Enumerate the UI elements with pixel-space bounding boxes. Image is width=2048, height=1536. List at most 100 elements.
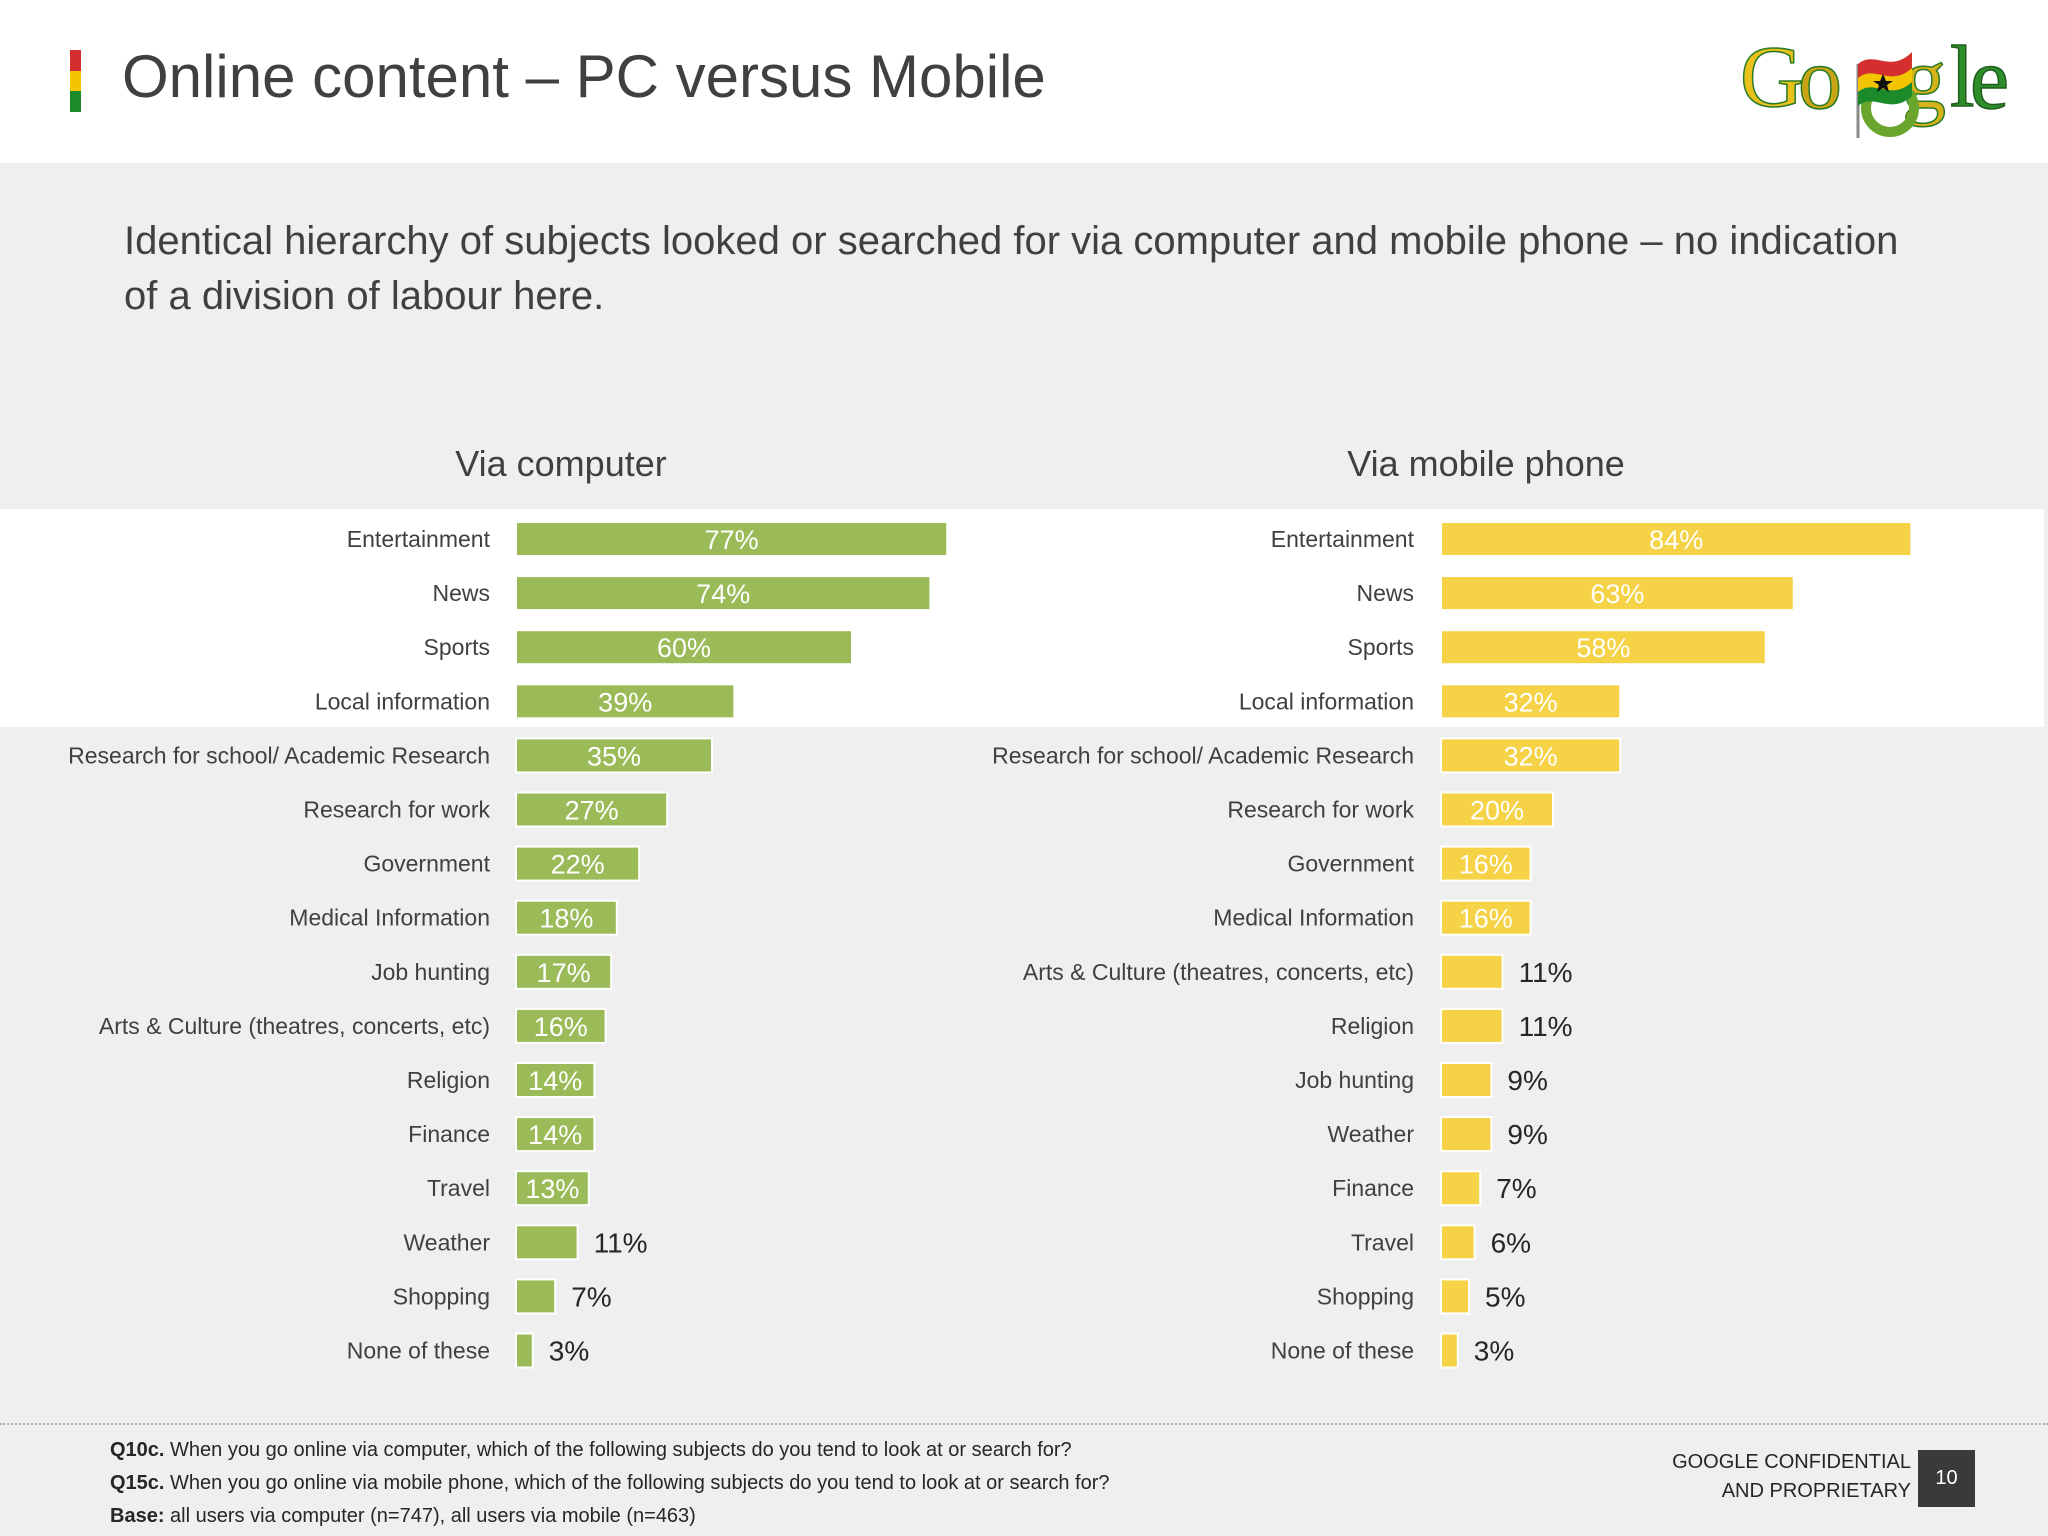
- mobile-category-label: Arts & Culture (theatres, concerts, etc): [1023, 959, 1414, 985]
- computer-value-label: 39%: [598, 687, 652, 717]
- mobile-panel-title: Via mobile phone: [1347, 443, 1625, 484]
- mobile-category-label: Medical Information: [1213, 905, 1414, 931]
- computer-category-label: Entertainment: [347, 526, 491, 552]
- computer-category-label: Shopping: [393, 1283, 490, 1309]
- mobile-value-label: 6%: [1491, 1227, 1531, 1258]
- computer-category-label: Research for school/ Academic Research: [68, 742, 490, 768]
- computer-bar: [515, 1224, 579, 1261]
- footnotes: Q10c. When you go online via computer, w…: [110, 1434, 1110, 1533]
- mobile-value-label: 16%: [1459, 850, 1513, 880]
- mobile-bar: [1440, 521, 1913, 557]
- footer-divider: [0, 1423, 2048, 1425]
- mobile-value-label: 32%: [1504, 741, 1558, 771]
- mobile-bar: [1440, 683, 1622, 720]
- computer-bar: [515, 1278, 557, 1315]
- computer-bar: [515, 899, 618, 936]
- mobile-bar: [1440, 575, 1795, 612]
- svg-text:G: G: [1740, 29, 1804, 126]
- mobile-value-label: 20%: [1470, 796, 1524, 826]
- mobile-value-label: 84%: [1649, 525, 1703, 555]
- mobile-value-label: 7%: [1496, 1173, 1536, 1204]
- google-doodle-logo: G o g l e: [1740, 28, 2010, 138]
- mobile-category-label: Job hunting: [1295, 1067, 1414, 1093]
- computer-value-label: 14%: [528, 1120, 582, 1150]
- mobile-bar: [1440, 1116, 1493, 1153]
- computer-value-label: 74%: [696, 579, 750, 609]
- computer-value-label: 27%: [565, 796, 619, 826]
- mobile-bar: [1440, 629, 1767, 666]
- mobile-category-label: Travel: [1351, 1229, 1414, 1255]
- computer-bar: [515, 1170, 590, 1207]
- mobile-category-label: Shopping: [1317, 1283, 1414, 1309]
- computer-panel-title: Via computer: [455, 443, 667, 484]
- computer-category-label: Local information: [315, 688, 490, 714]
- computer-value-label: 14%: [528, 1066, 582, 1096]
- mobile-bar: [1440, 899, 1532, 936]
- mobile-bar: [1440, 1332, 1459, 1369]
- computer-category-label: Research for work: [303, 797, 490, 823]
- page-title: Online content – PC versus Mobile: [122, 43, 1046, 110]
- mobile-bar: [1440, 1278, 1470, 1315]
- mobile-category-label: Weather: [1327, 1121, 1414, 1147]
- mobile-bar: [1440, 1224, 1476, 1261]
- mobile-category-label: News: [1356, 580, 1414, 606]
- mobile-category-label: Research for school/ Academic Research: [992, 742, 1414, 768]
- mobile-value-label: 11%: [1519, 1011, 1573, 1042]
- computer-value-label: 60%: [657, 633, 711, 663]
- mobile-value-label: 32%: [1504, 687, 1558, 717]
- confidential-notice: GOOGLE CONFIDENTIAL AND PROPRIETARY: [1672, 1451, 1911, 1502]
- computer-bar: [515, 1116, 596, 1153]
- computer-bar: [515, 575, 932, 612]
- mobile-value-label: 16%: [1459, 904, 1513, 934]
- ghana-flag-icon: [70, 50, 81, 112]
- computer-category-label: Medical Information: [289, 905, 490, 931]
- computer-value-label: 35%: [587, 741, 641, 771]
- computer-bar: [515, 791, 669, 828]
- computer-value-label: 22%: [551, 850, 605, 880]
- slide-header: Online content – PC versus Mobile G o g …: [0, 0, 2048, 163]
- computer-value-label: 77%: [705, 525, 759, 555]
- mobile-category-label: Religion: [1331, 1013, 1414, 1039]
- computer-category-label: News: [432, 580, 490, 606]
- mobile-bar: [1440, 791, 1554, 828]
- mobile-category-label: Government: [1287, 851, 1414, 877]
- computer-category-label: None of these: [347, 1338, 490, 1364]
- computer-value-label: 7%: [571, 1281, 611, 1312]
- mobile-value-label: 3%: [1474, 1336, 1514, 1367]
- mobile-category-label: None of these: [1271, 1338, 1414, 1364]
- mobile-category-label: Sports: [1348, 634, 1414, 660]
- computer-value-label: 16%: [534, 1012, 588, 1042]
- computer-bar: [515, 1062, 596, 1098]
- computer-category-label: Arts & Culture (theatres, concerts, etc): [99, 1013, 490, 1039]
- computer-value-label: 17%: [537, 958, 591, 988]
- mobile-category-label: Research for work: [1227, 797, 1414, 823]
- computer-bar: [515, 845, 641, 882]
- mobile-category-label: Local information: [1239, 688, 1414, 714]
- mobile-value-label: 58%: [1576, 633, 1630, 663]
- mobile-bar: [1440, 737, 1622, 774]
- computer-value-label: 18%: [539, 904, 593, 934]
- mobile-bar: [1440, 1007, 1504, 1044]
- computer-bar: [515, 737, 713, 774]
- mobile-bar: [1440, 953, 1504, 990]
- mobile-bar: [1440, 1062, 1493, 1098]
- computer-bar: [515, 953, 613, 990]
- mobile-value-label: 11%: [1519, 957, 1573, 988]
- mobile-bar: [1440, 845, 1532, 882]
- computer-category-label: Travel: [427, 1175, 490, 1201]
- computer-bar: [515, 629, 853, 666]
- computer-bar: [515, 683, 736, 720]
- slide-subtitle: Identical hierarchy of subjects looked o…: [124, 219, 1899, 318]
- bar-charts: Entertainment 77% News 74% Sports 60% Local in…: [68, 521, 1913, 1369]
- mobile-category-label: Finance: [1332, 1175, 1414, 1201]
- svg-text:e: e: [1970, 31, 2009, 128]
- mobile-category-label: Entertainment: [1271, 526, 1415, 552]
- computer-category-label: Finance: [408, 1121, 490, 1147]
- computer-category-label: Weather: [403, 1229, 490, 1255]
- mobile-value-label: 63%: [1590, 579, 1644, 609]
- footnote-q15c: Q15c. When you go online via mobile phon…: [110, 1472, 1110, 1494]
- computer-category-label: Religion: [407, 1067, 490, 1093]
- page-number: 10: [1918, 1450, 1975, 1507]
- computer-category-label: Sports: [424, 634, 490, 660]
- mobile-value-label: 9%: [1507, 1065, 1547, 1096]
